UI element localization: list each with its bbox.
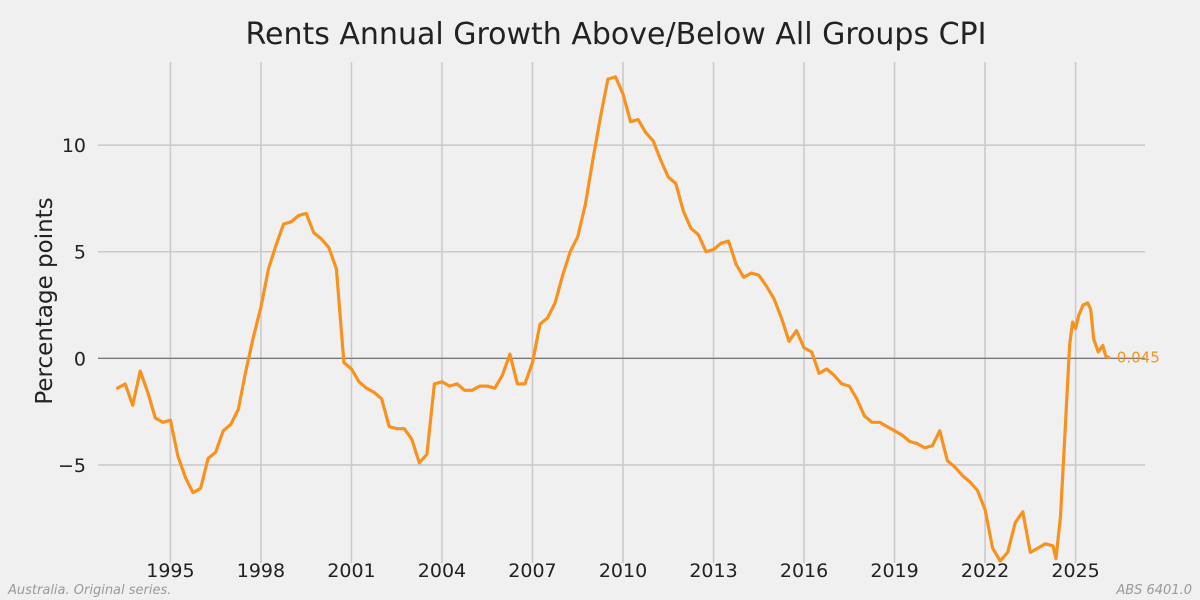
y-tick-label: 0 xyxy=(74,348,86,370)
x-tick-label: 2016 xyxy=(780,560,828,582)
series-line xyxy=(115,75,1111,563)
x-tick-label: 2001 xyxy=(327,560,375,582)
x-tick-label: 2025 xyxy=(1051,560,1099,582)
y-tick-label: −5 xyxy=(58,455,86,477)
y-tick-label: 10 xyxy=(62,135,86,157)
x-tick-label: 1998 xyxy=(237,560,285,582)
tick-labels: 1995 1998 2001 2004 2007 2010 2013 2016 2019 2022… xyxy=(58,135,1100,582)
x-tick-label: 2007 xyxy=(508,560,556,582)
x-tick-label: 2013 xyxy=(689,560,737,582)
y-tick-label: 5 xyxy=(74,242,86,264)
chart-title: Rents Annual Growth Above/Below All Grou… xyxy=(246,17,987,52)
footnote-right: ABS 6401.0 xyxy=(1115,583,1192,598)
footnote-left: Australia. Original series. xyxy=(7,583,171,598)
series-group xyxy=(115,75,1111,563)
x-tick-label: 2004 xyxy=(418,560,466,582)
x-tick-label: 2019 xyxy=(870,560,918,582)
x-tick-label: 2010 xyxy=(599,560,647,582)
x-tick-label: 2022 xyxy=(961,560,1009,582)
x-tick-label: 1995 xyxy=(146,560,194,582)
end-value-label: 0.045 xyxy=(1117,348,1160,366)
y-axis-label: Percentage points xyxy=(32,197,58,404)
